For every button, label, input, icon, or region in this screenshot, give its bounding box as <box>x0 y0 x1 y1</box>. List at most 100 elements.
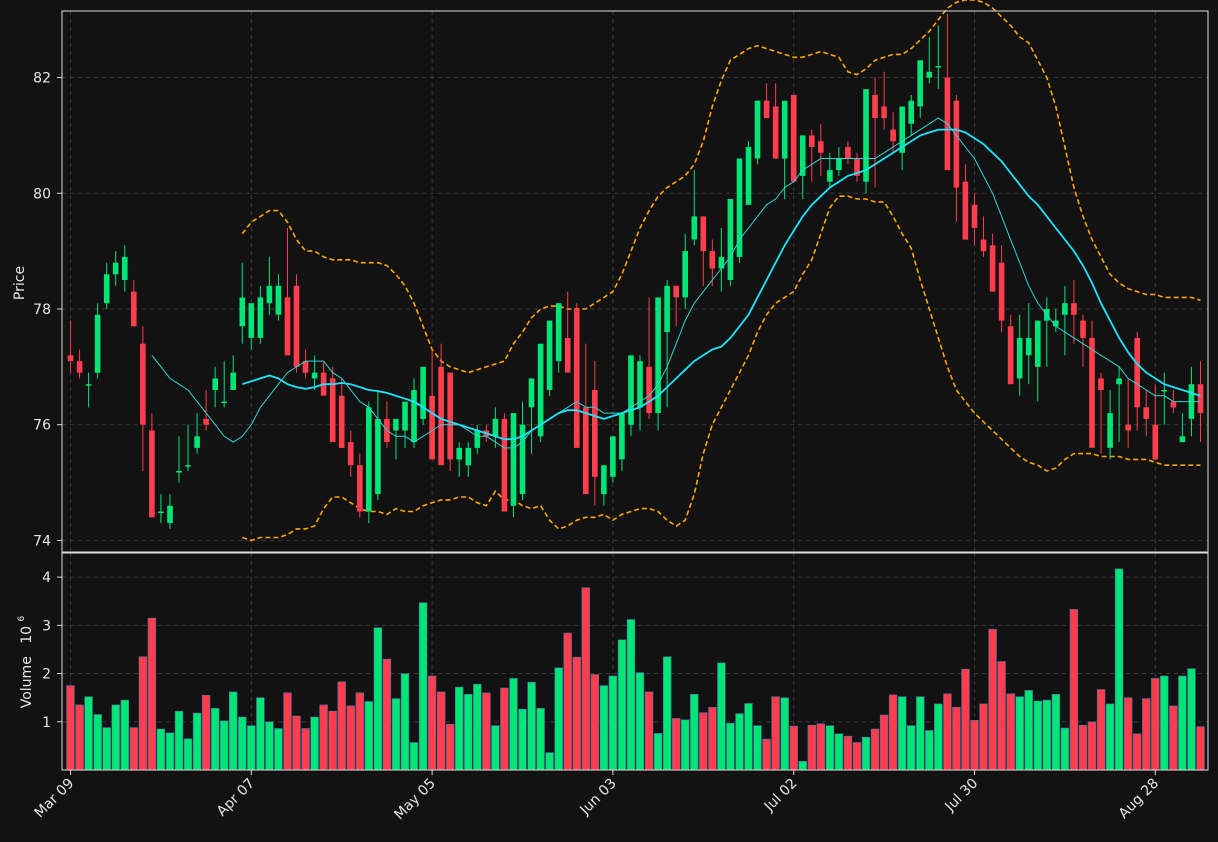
volume-bar <box>174 710 184 771</box>
candle-body <box>772 106 779 159</box>
volume-bar <box>834 733 844 771</box>
candle-body <box>890 129 896 142</box>
candle-body <box>872 94 878 118</box>
candle-body <box>1062 303 1068 315</box>
candle-body <box>140 343 146 425</box>
volume-bar <box>147 617 157 771</box>
candle-body <box>366 407 372 512</box>
volume-tick-label: 1 <box>42 715 51 731</box>
volume-bar <box>952 706 961 771</box>
volume-bar <box>934 703 943 771</box>
volume-bar <box>102 727 111 771</box>
candle-body <box>583 407 589 495</box>
candle-body <box>546 320 553 390</box>
volume-bar <box>1124 697 1133 771</box>
candle-body <box>221 401 227 404</box>
candle-body <box>637 361 643 408</box>
volume-bar <box>1069 609 1079 771</box>
candle-body <box>248 303 255 338</box>
volume-bar <box>120 699 130 771</box>
candle-body <box>85 384 92 386</box>
candle-body <box>1071 303 1077 315</box>
volume-bar <box>1105 703 1115 771</box>
candle-body <box>971 204 978 228</box>
candle-body <box>691 216 698 240</box>
candle-body <box>212 378 218 390</box>
candle-body <box>537 343 544 437</box>
volume-bar <box>111 704 120 771</box>
sma-fast-line <box>151 117 1201 449</box>
volume-bar <box>1015 696 1024 771</box>
volume-bar <box>726 722 735 771</box>
volume-bar <box>662 656 672 771</box>
volume-tick-label: 2 <box>42 667 51 683</box>
volume-bar <box>274 728 283 771</box>
candle-body <box>700 216 707 252</box>
candle-body <box>1098 378 1104 390</box>
candle-body <box>158 511 164 513</box>
volume-bar <box>563 632 572 771</box>
volume-bar <box>211 707 220 771</box>
volume-bar <box>807 724 817 771</box>
candle-body <box>357 465 363 512</box>
candle-body <box>257 297 264 338</box>
volume-bar <box>789 725 798 771</box>
volume-bar <box>762 738 771 771</box>
price-tick-label: 80 <box>33 186 51 202</box>
volume-bar <box>509 678 518 771</box>
volume-bar <box>1096 689 1106 771</box>
candle-body <box>836 158 842 171</box>
candle-body <box>131 291 137 327</box>
volume-bar <box>798 760 807 771</box>
volume-bar <box>671 718 681 771</box>
candle-body <box>953 100 960 188</box>
volume-bar <box>1087 721 1097 771</box>
candle-body <box>962 181 969 240</box>
volume-bar <box>355 692 364 771</box>
volume-bar <box>608 675 618 771</box>
candle-body <box>736 158 743 257</box>
candle-body <box>185 465 191 467</box>
volume-bar <box>527 681 536 771</box>
candle-body <box>375 418 381 495</box>
volume-axis-title: Volume <box>19 656 35 708</box>
candle-body <box>1007 326 1014 385</box>
candle-body <box>76 361 83 373</box>
candle-body <box>673 285 679 298</box>
volume-bar <box>201 694 211 771</box>
candle-body <box>230 372 236 390</box>
candle-body <box>818 141 824 153</box>
volume-bar <box>988 628 997 771</box>
candle-body <box>664 285 670 333</box>
moving-averages <box>151 117 1201 449</box>
volume-bar <box>220 720 229 771</box>
candle-body <box>1161 390 1168 392</box>
volume-bar <box>1024 690 1033 771</box>
volume-bar <box>653 733 663 771</box>
volume-bar <box>744 703 753 771</box>
volume-bar <box>581 587 591 771</box>
volume-bar <box>337 681 346 771</box>
volume-bar <box>409 742 419 771</box>
volume-bar <box>943 693 952 771</box>
volume-bar <box>183 738 193 771</box>
candle-body <box>194 436 200 448</box>
candle-body <box>311 372 318 379</box>
candle-body <box>1107 413 1113 448</box>
price-y-axis: 74 76 78 80 82 <box>33 71 62 549</box>
candle-body <box>438 366 444 466</box>
volume-bar <box>635 672 645 771</box>
bollinger-upper-line <box>241 0 1201 374</box>
candle-body <box>1016 337 1023 379</box>
volume-bar <box>1078 724 1088 771</box>
volume-bar <box>545 752 554 771</box>
candle-body <box>926 71 933 78</box>
candle-body <box>592 390 598 477</box>
candle-body <box>1143 407 1149 419</box>
candle-body <box>854 158 860 176</box>
candle-body <box>799 135 806 176</box>
candle-body <box>555 303 562 362</box>
volume-bar <box>771 696 780 771</box>
volume-bar <box>879 714 889 771</box>
